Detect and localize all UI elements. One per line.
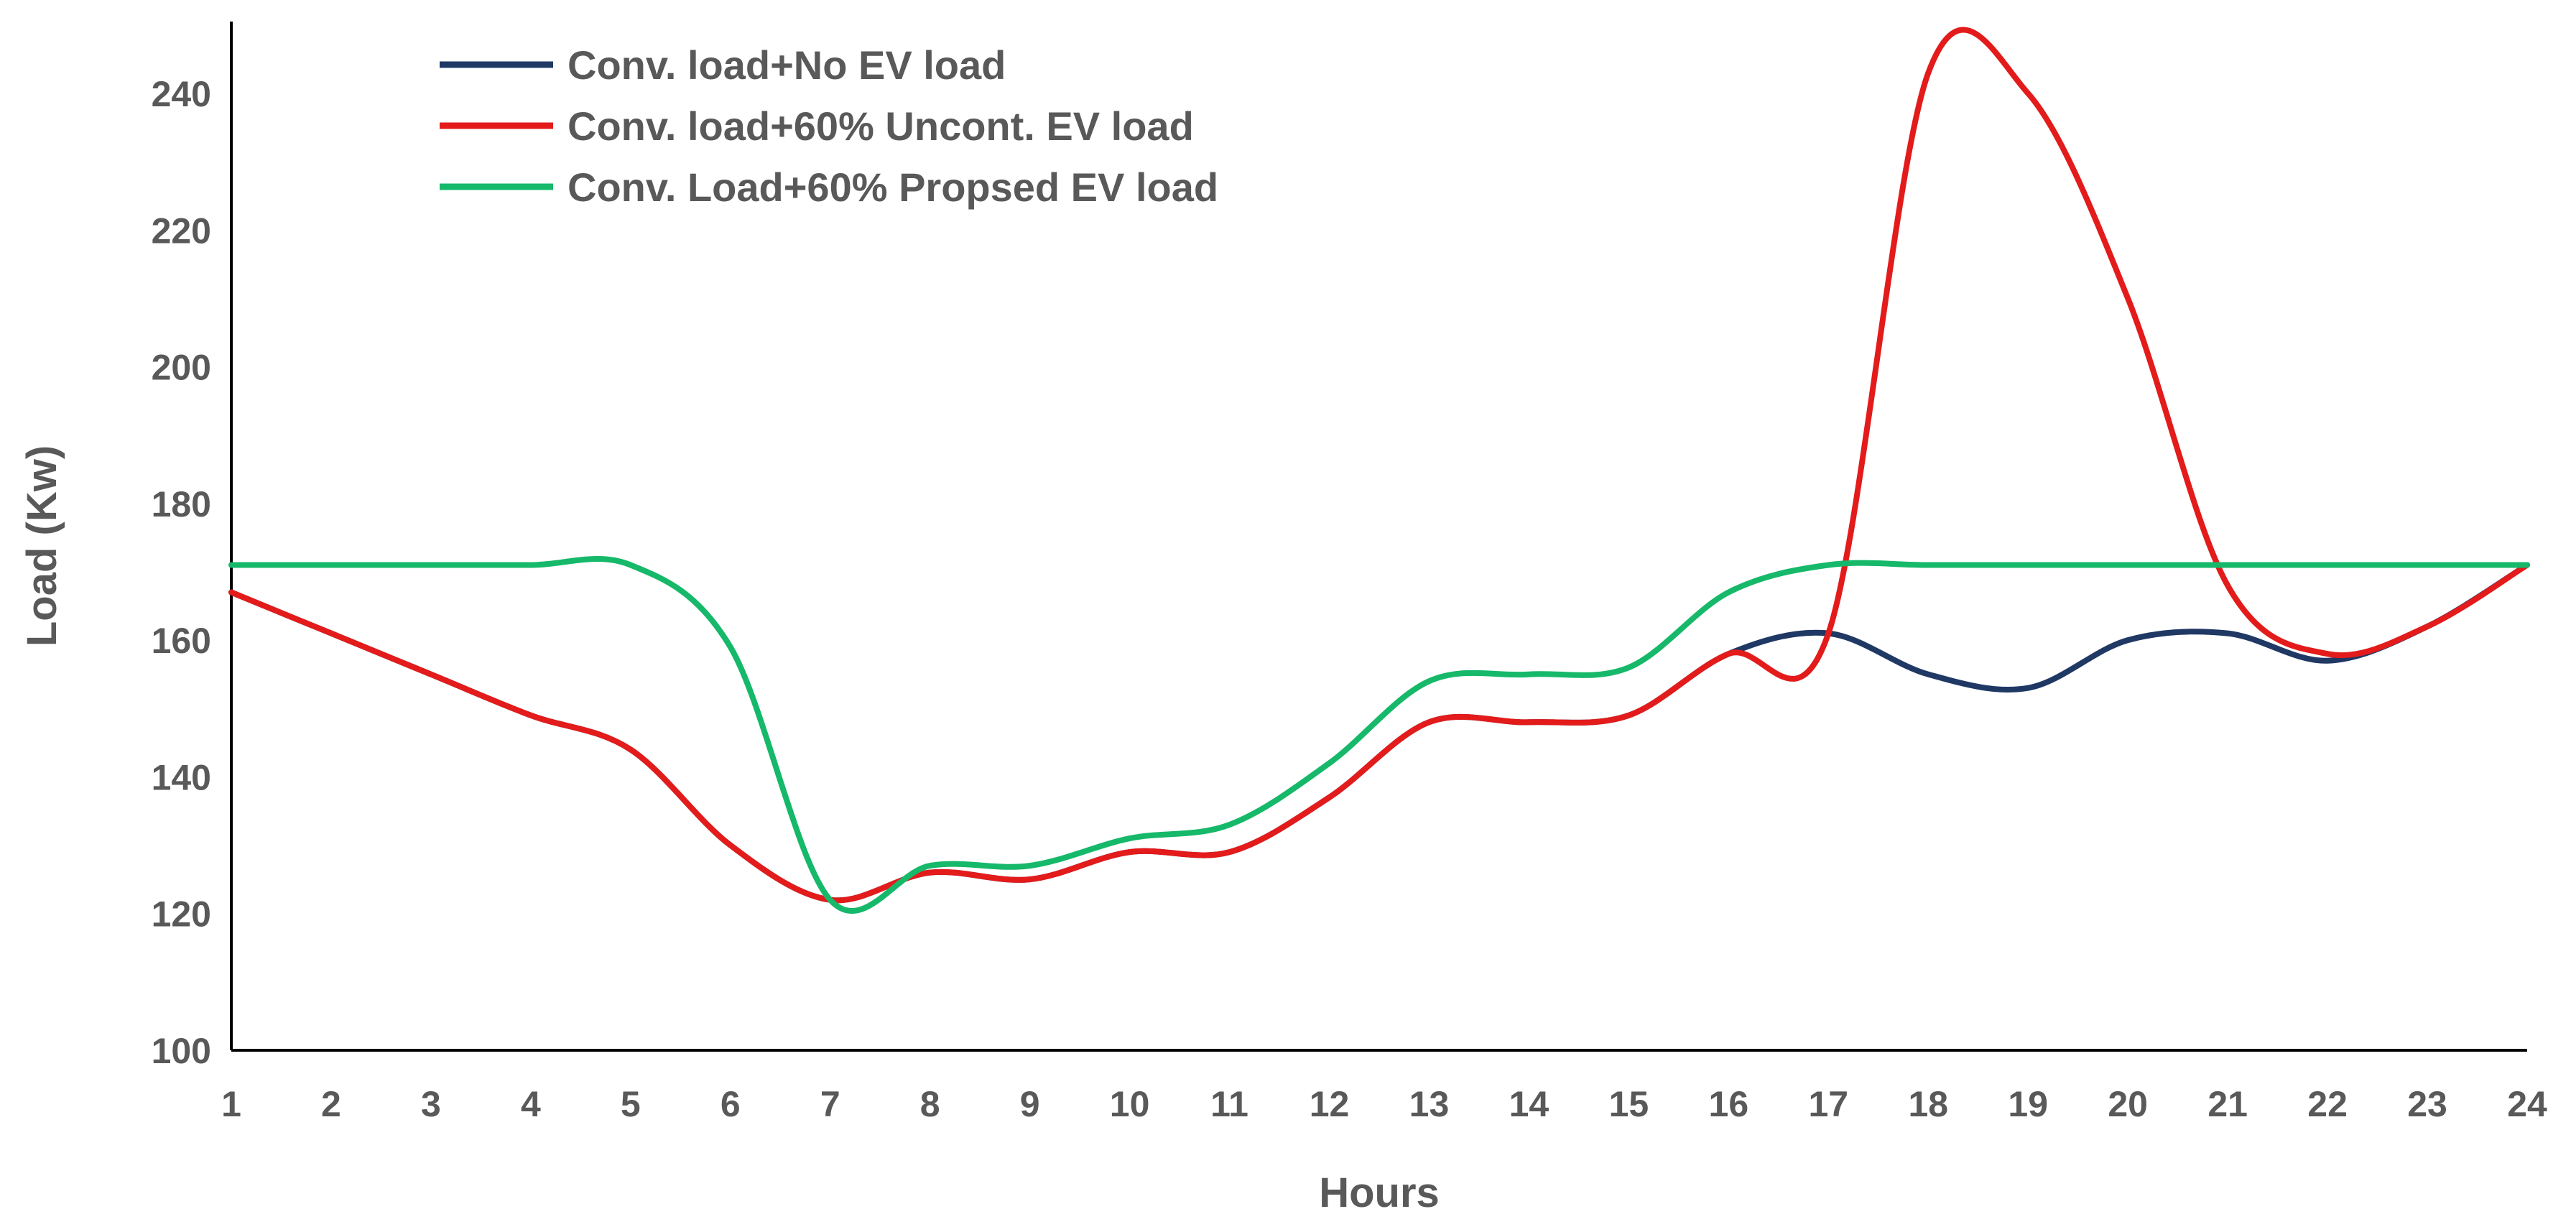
x-tick-label: 24	[2507, 1084, 2547, 1124]
series-line-2	[228, 27, 2530, 904]
x-tick-label: 9	[1020, 1084, 1040, 1124]
x-tick-label: 4	[521, 1084, 541, 1124]
x-tick-label: 13	[1409, 1084, 1450, 1124]
x-tick-label: 1	[221, 1084, 241, 1124]
x-tick-label: 5	[621, 1084, 641, 1124]
x-tick-label: 14	[1509, 1084, 1549, 1124]
x-axis-title: Hours	[1319, 1170, 1440, 1216]
x-tick-label: 12	[1310, 1084, 1350, 1124]
x-tick-label: 22	[2307, 1084, 2348, 1124]
x-tick-label: 18	[1908, 1084, 1948, 1124]
x-tick-label: 19	[2008, 1084, 2048, 1124]
x-tick-labels: 1 2 3 4 5 6 7 8 9 10 11 12 13 14 15 16 17 18 19 20 21 22 23 24	[221, 1084, 2547, 1124]
x-tick-label: 11	[1210, 1084, 1248, 1124]
legend-label-2: Conv. load+60% Uncont. EV load	[567, 103, 1194, 149]
y-tick-label: 160	[152, 621, 211, 661]
x-tick-label: 21	[2207, 1084, 2248, 1124]
x-tick-label: 8	[920, 1084, 940, 1124]
y-tick-label: 120	[152, 894, 211, 935]
y-axis-title: Load (Kw)	[19, 445, 65, 647]
series-line-3	[228, 556, 2530, 914]
x-tick-label: 15	[1609, 1084, 1649, 1124]
y-tick-label: 200	[152, 348, 211, 388]
y-tick-label: 220	[152, 210, 211, 251]
x-tick-label: 3	[421, 1084, 441, 1124]
y-tick-label: 180	[152, 484, 211, 524]
legend-label-1: Conv. load+No EV load	[567, 42, 1006, 88]
x-tick-label: 20	[2108, 1084, 2148, 1124]
x-tick-label: 16	[1709, 1084, 1749, 1124]
series-lines	[228, 27, 2530, 914]
x-tick-label: 6	[721, 1084, 741, 1124]
y-tick-labels: 100 120 140 160 180 200 220 240	[152, 74, 211, 1071]
y-tick-label: 140	[152, 757, 211, 797]
legend-label-3: Conv. Load+60% Propsed EV load	[567, 165, 1218, 210]
x-tick-label: 10	[1110, 1084, 1150, 1124]
y-tick-label: 240	[152, 74, 211, 114]
x-tick-label: 7	[820, 1084, 840, 1124]
x-tick-label: 2	[321, 1084, 341, 1124]
legend: Conv. load+No EV load Conv. load+60% Unco…	[440, 42, 1218, 210]
y-tick-label: 100	[152, 1031, 211, 1071]
axes	[230, 22, 2527, 1052]
series-line-1	[228, 562, 2530, 904]
x-tick-label: 17	[1808, 1084, 1848, 1124]
x-tick-label: 23	[2407, 1084, 2447, 1124]
